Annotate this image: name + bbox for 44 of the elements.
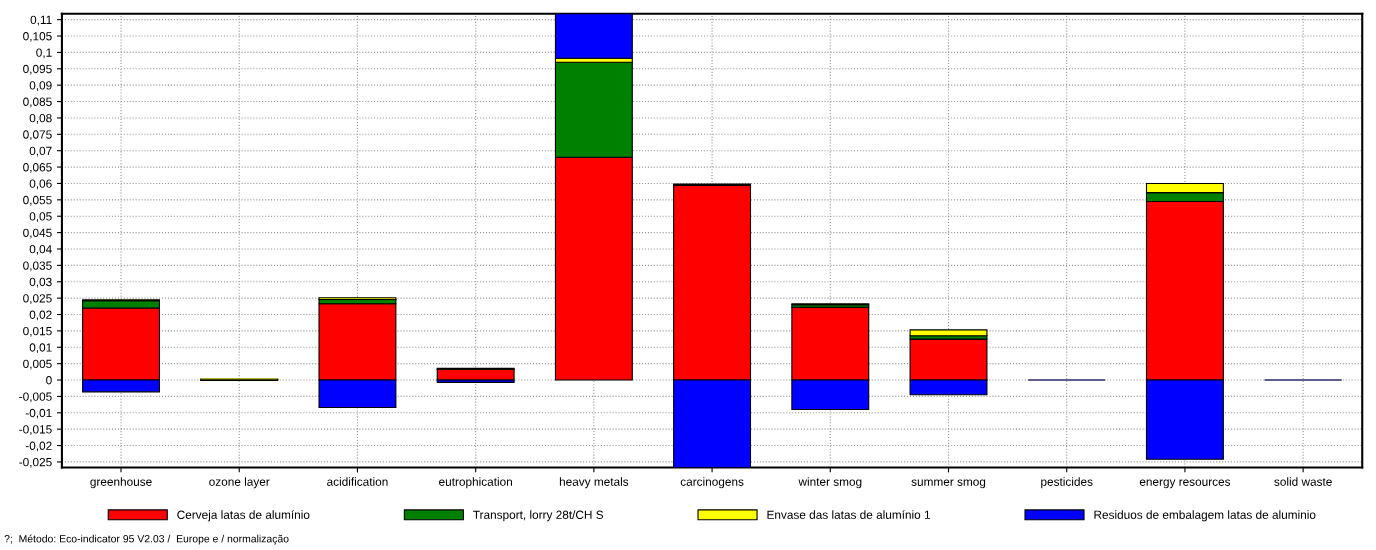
y-tick-label: 0,04: [29, 245, 52, 255]
y-tick-label: -0,005: [19, 392, 52, 403]
y-tick-label: 0,015: [23, 326, 52, 337]
y-tick-label: 0,06: [29, 179, 52, 190]
y-tick-label: 0,055: [23, 195, 52, 206]
x-tick-label: pesticides: [1041, 477, 1093, 489]
y-tick-label: 0,035: [23, 261, 52, 272]
y-tick-label: 0,105: [23, 32, 52, 42]
x-tick-label: winter smog: [798, 477, 862, 489]
y-tick-label: 0,08: [29, 113, 52, 124]
y-tick-label: 0,07: [29, 146, 52, 157]
y-tick-label: 0,09: [29, 81, 52, 91]
x-tick-label: greenhouse: [90, 477, 152, 489]
y-tick-label: 0,005: [23, 359, 52, 370]
y-tick-label: 0,03: [29, 277, 52, 288]
y-tick-label: 0,02: [29, 310, 52, 321]
y-tick-label: 0: [46, 376, 52, 385]
y-tick-label: 0,075: [23, 130, 52, 141]
y-tick-label: 0,085: [23, 97, 52, 108]
x-tick-label: heavy metals: [559, 477, 629, 489]
x-tick-label: carcinogens: [680, 477, 744, 489]
y-tick-label: 0,025: [23, 294, 52, 304]
legend-label: Residuos de embalagem latas de aluminio: [1094, 510, 1316, 522]
x-tick-label: eutrophication: [439, 477, 512, 489]
legend-label: Cerveja latas de alumínio: [177, 510, 310, 522]
y-tick-label: -0,025: [19, 457, 52, 468]
x-tick-label: summer smog: [911, 479, 986, 489]
y-tick-label: -0,01: [25, 408, 52, 419]
y-tick-label: 0,065: [23, 163, 52, 173]
y-tick-label: 0,045: [23, 228, 52, 239]
y-tick-label: 0,01: [29, 343, 52, 354]
legend-label: Transport, lorry 28t/CH S: [473, 510, 604, 522]
y-tick-label: -0,015: [19, 425, 52, 435]
y-tick-label: 0,095: [23, 64, 52, 75]
y-tick-label: -0,02: [25, 441, 52, 452]
legend-label: Envase das latas de alumínio 1: [767, 510, 930, 519]
x-tick-label: ozone layer: [209, 477, 270, 489]
x-tick-label: energy resources: [1139, 479, 1231, 489]
x-tick-label: solid waste: [1274, 477, 1332, 486]
y-tick-label: 0,05: [29, 212, 52, 223]
y-tick-label: 0,1: [36, 48, 52, 59]
x-tick-label: acidification: [327, 477, 388, 486]
y-tick-label: 0,11: [30, 15, 52, 26]
text: ?; Método: Eco-indicator 95 V2.03 / Europe e / normalização: [4, 534, 289, 545]
